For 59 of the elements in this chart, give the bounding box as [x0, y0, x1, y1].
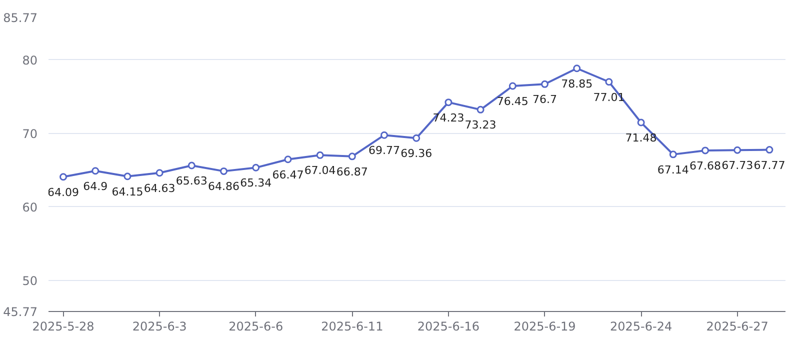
point — [669, 150, 677, 158]
point — [316, 151, 324, 159]
data-label: 76.45 — [496, 95, 528, 108]
point — [508, 82, 516, 90]
data-label: 65.63 — [176, 174, 208, 188]
point — [220, 167, 228, 175]
point — [734, 146, 742, 154]
data-label: 67.77 — [754, 158, 786, 172]
y-tick-label: 50 — [22, 274, 38, 288]
point — [476, 106, 484, 114]
data-label: 67.14 — [657, 163, 689, 176]
x-tick-label: 2025-6-6 — [228, 320, 284, 334]
y-tick-label: 60 — [22, 200, 38, 214]
point — [766, 146, 774, 154]
x-tick-label: 2025-6-19 — [514, 320, 576, 334]
point — [412, 134, 420, 142]
data-label: 74.23 — [432, 111, 464, 124]
point — [348, 152, 356, 160]
point — [188, 162, 196, 170]
point — [124, 172, 132, 180]
data-label: 66.87 — [336, 165, 368, 178]
data-label: 64.9 — [83, 180, 108, 193]
data-label: 73.23 — [464, 118, 496, 132]
point — [156, 169, 164, 177]
x-tick-label: 2025-5-28 — [32, 320, 94, 334]
point — [380, 131, 388, 139]
x-tick-label: 2025-6-27 — [706, 320, 768, 334]
data-label: 69.36 — [400, 147, 432, 160]
data-label: 78.85 — [561, 77, 593, 90]
point — [60, 173, 68, 181]
data-label: 64.09 — [48, 186, 80, 199]
y-tick-label: 80 — [22, 53, 38, 68]
point — [284, 156, 292, 164]
data-label: 69.77 — [368, 144, 400, 158]
data-label: 71.48 — [625, 132, 657, 145]
point — [541, 80, 549, 88]
data-label: 64.63 — [144, 182, 176, 195]
point — [637, 118, 645, 126]
data-label: 64.15 — [112, 185, 144, 198]
y-tick-label: 45.77 — [3, 305, 38, 319]
x-tick-label: 2025-6-3 — [132, 320, 187, 334]
data-label: 67.04 — [304, 164, 336, 178]
point — [92, 167, 100, 175]
point — [252, 164, 260, 172]
data-label: 76.7 — [532, 93, 558, 106]
y-tick-label: 70 — [22, 126, 38, 141]
data-label: 66.47 — [272, 168, 304, 182]
data-label: 67.68 — [690, 159, 722, 172]
data-label: 65.34 — [240, 176, 272, 190]
x-tick-label: 2025-6-24 — [610, 320, 672, 334]
point — [444, 98, 452, 106]
x-tick-label: 2025-6-16 — [417, 320, 480, 334]
point — [573, 64, 581, 72]
point — [605, 78, 613, 86]
data-label: 64.86 — [208, 180, 240, 194]
data-label: 67.73 — [722, 159, 754, 172]
point — [702, 146, 709, 154]
x-tick-label: 2025-6-11 — [321, 320, 384, 334]
y-tick-label: 85.77 — [3, 11, 38, 25]
